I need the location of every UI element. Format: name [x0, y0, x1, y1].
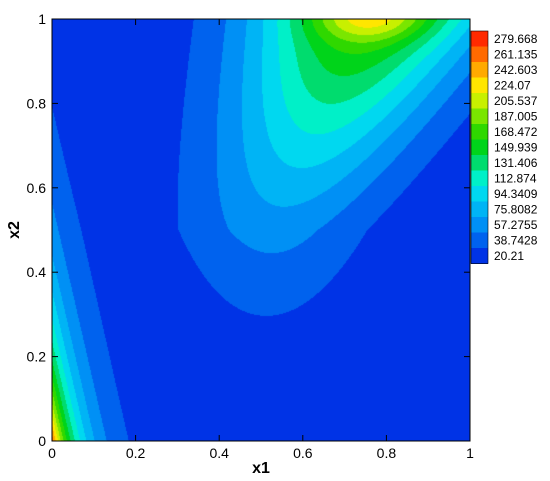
y-tick-label: 1	[38, 11, 46, 27]
y-tick-label: 0	[38, 433, 46, 449]
colorbar-swatch	[471, 93, 488, 109]
colorbar-label: 38.7428	[494, 233, 538, 247]
x-tick-label: 1	[466, 445, 474, 461]
colorbar-label: 131.406	[494, 156, 538, 170]
colorbar-label: 168.472	[494, 125, 538, 139]
colorbar-swatch	[471, 31, 488, 47]
colorbar-swatch	[471, 186, 488, 202]
colorbar-label: 261.135	[494, 47, 538, 61]
colorbar-label: 279.668	[494, 32, 538, 46]
colorbar-swatch	[471, 77, 488, 94]
colorbar-label: 205.537	[494, 94, 538, 108]
colorbar-swatch	[471, 232, 488, 249]
contour-field	[52, 19, 470, 441]
x-tick-label: 0.6	[293, 445, 313, 461]
x-tick-label: 0.4	[209, 445, 229, 461]
colorbar-label: 242.603	[494, 63, 538, 77]
y-tick-label: 0.4	[27, 264, 47, 280]
y-axis-label: x2	[6, 221, 23, 239]
colorbar-label: 149.939	[494, 140, 538, 154]
colorbar-swatch	[471, 155, 488, 171]
x-axis-ticks: 0 0.2 0.4 0.6 0.8 1	[48, 19, 474, 461]
colorbar-swatch	[471, 248, 488, 264]
colorbar-label: 112.874	[494, 171, 537, 185]
plot-frame	[51, 18, 471, 442]
colorbar-label: 94.3409	[494, 187, 538, 201]
y-tick-label: 0.6	[27, 180, 47, 196]
x-tick-label: 0.2	[126, 445, 146, 461]
colorbar-swatch	[471, 170, 488, 187]
colorbar-label: 20.21	[494, 249, 524, 263]
plot-area	[52, 19, 470, 441]
colorbar-swatch	[471, 62, 488, 78]
colorbar-label: 75.8082	[494, 202, 538, 216]
x-tick-label: 0.8	[377, 445, 397, 461]
x-tick-label: 0	[48, 445, 56, 461]
colorbar-frame	[470, 30, 489, 264]
x-axis-label: x1	[252, 460, 270, 477]
y-tick-label: 0.2	[27, 349, 47, 365]
colorbar-swatch	[471, 46, 488, 63]
colorbar-swatch	[471, 108, 488, 125]
colorbar-swatch	[471, 217, 488, 233]
y-tick-label: 0.8	[27, 95, 47, 111]
colorbar-label: 57.2755	[494, 218, 538, 232]
colorbar-swatch	[471, 124, 488, 140]
y-axis-ticks: 0 0.2 0.4 0.6 0.8 1	[27, 11, 470, 449]
colorbar-swatch	[471, 139, 488, 156]
colorbar-swatch	[471, 201, 488, 218]
colorbar-label: 224.07	[494, 78, 531, 92]
colorbar-label: 187.005	[494, 109, 538, 123]
